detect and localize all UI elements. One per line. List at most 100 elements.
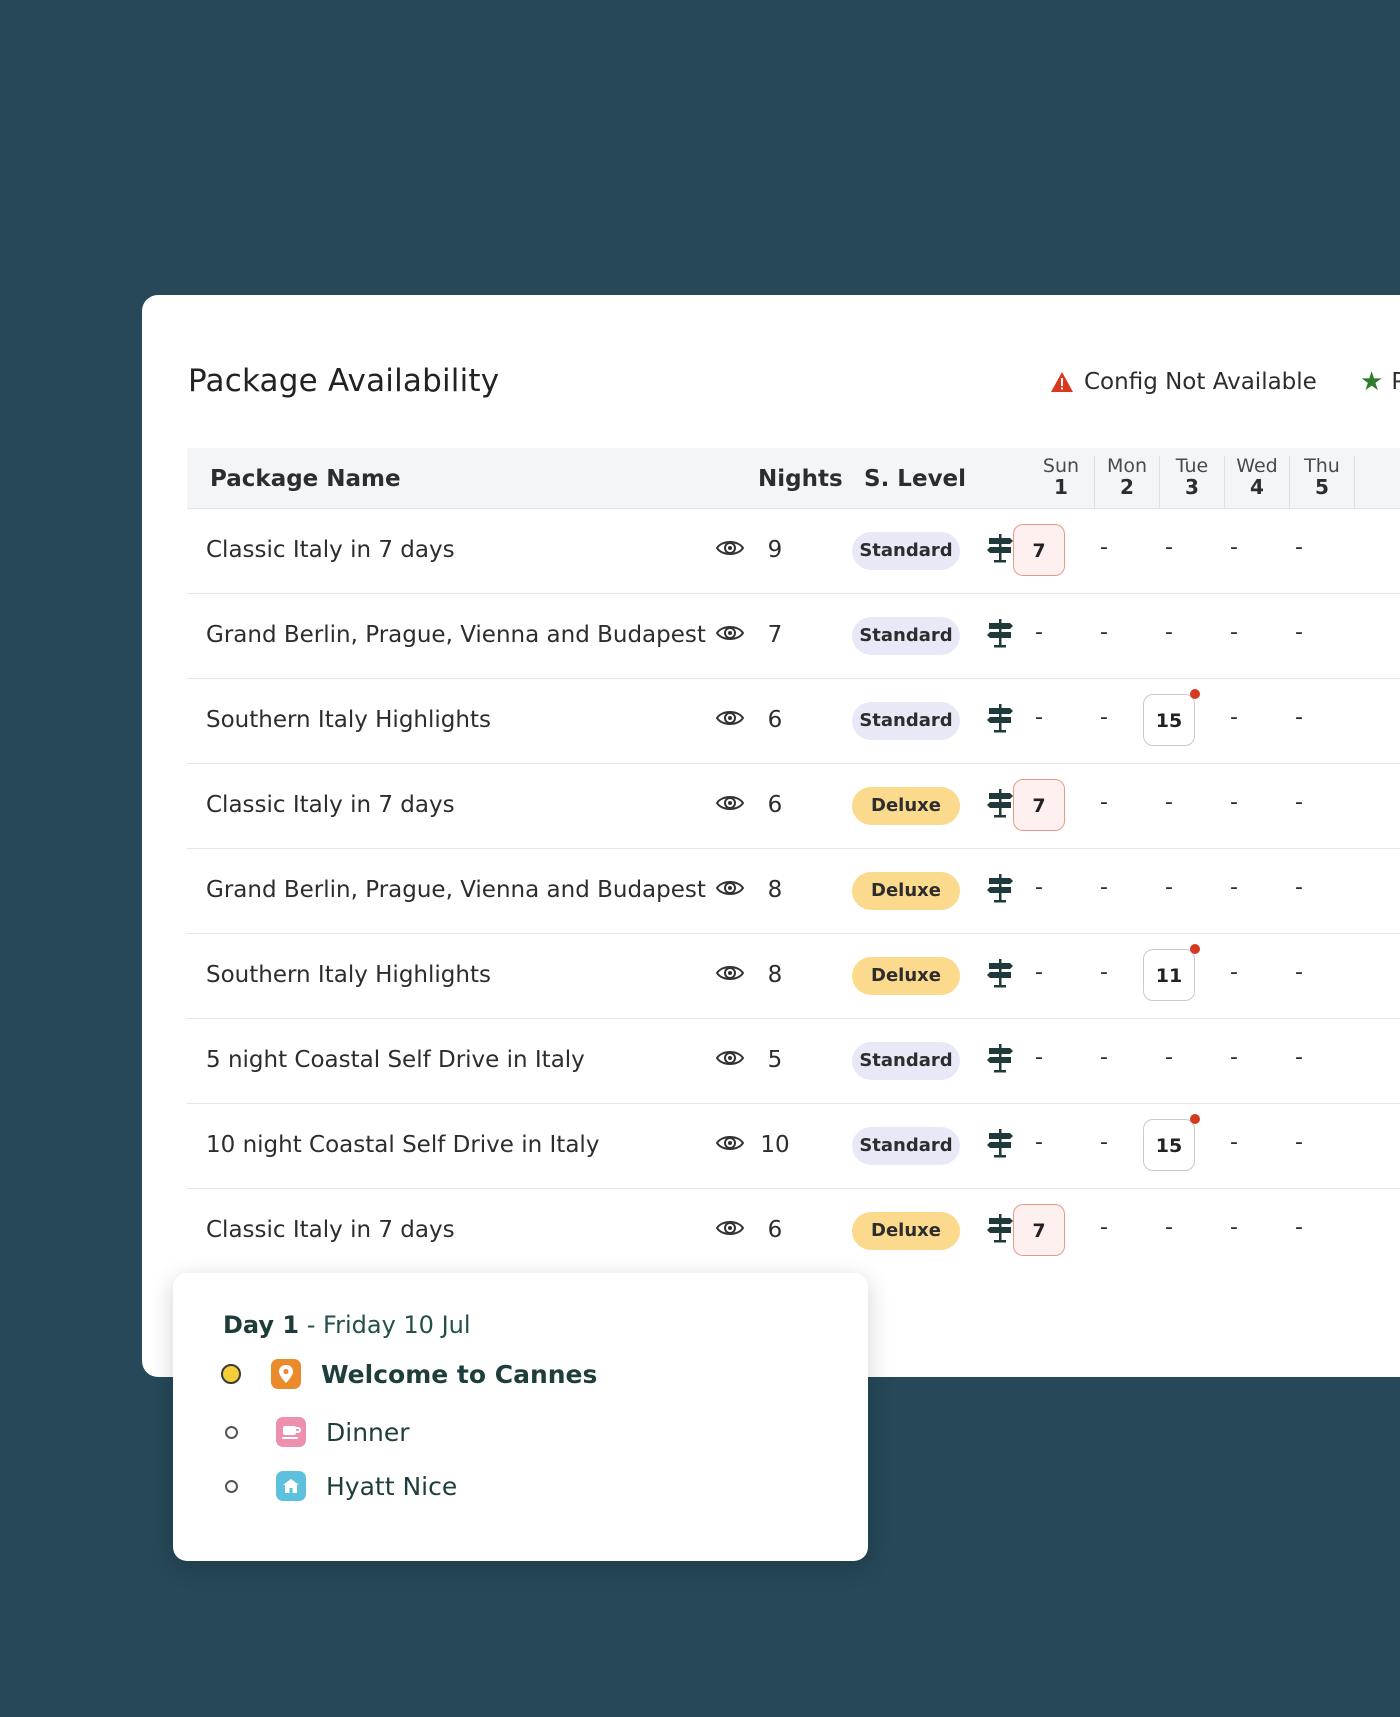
column-header-package-name[interactable]: Package Name	[210, 466, 401, 492]
availability-empty: -	[1230, 875, 1238, 900]
cup-icon	[276, 1417, 306, 1447]
availability-count[interactable]: 7	[1013, 524, 1065, 576]
column-header-service-level[interactable]: S. Level	[864, 466, 967, 492]
legend-star: ★ P	[1360, 367, 1400, 397]
package-name[interactable]: Southern Italy Highlights	[206, 707, 491, 733]
availability-count-value: 15	[1155, 710, 1183, 732]
package-name[interactable]: Southern Italy Highlights	[206, 962, 491, 988]
signpost-icon[interactable]	[986, 958, 1014, 988]
availability-empty: -	[1230, 1130, 1238, 1155]
itinerary-item-label: Dinner	[326, 1417, 410, 1447]
legend-star-label: P	[1391, 369, 1400, 395]
column-header-nights[interactable]: Nights	[758, 466, 843, 492]
availability-empty: -	[1100, 705, 1108, 730]
signpost-icon[interactable]	[986, 788, 1014, 818]
signpost-icon[interactable]	[986, 873, 1014, 903]
availability-empty: -	[1295, 535, 1303, 560]
package-name[interactable]: 5 night Coastal Self Drive in Italy	[206, 1047, 585, 1073]
availability-count-value: 7	[1032, 795, 1046, 817]
availability-count-value: 7	[1032, 540, 1046, 562]
day-column-header: Thu 5	[1289, 456, 1354, 508]
table-row[interactable]: Southern Italy Highlights 6 Standard - - 15 - -	[187, 679, 1400, 764]
day-number: 4	[1250, 475, 1264, 499]
service-level-badge: Deluxe	[852, 872, 960, 910]
availability-empty: -	[1165, 875, 1173, 900]
view-eye-icon[interactable]	[715, 962, 745, 984]
view-eye-icon[interactable]	[715, 792, 745, 814]
table-row[interactable]: Grand Berlin, Prague, Vienna and Budapes…	[187, 849, 1400, 934]
availability-empty: -	[1295, 960, 1303, 985]
signpost-icon[interactable]	[986, 1128, 1014, 1158]
availability-count[interactable]: 15	[1143, 689, 1200, 746]
day-column-header: Wed 4	[1224, 456, 1289, 508]
notification-dot	[1190, 689, 1200, 699]
legend-warning-label: Config Not Available	[1084, 369, 1317, 395]
availability-count[interactable]: 7	[1013, 1204, 1065, 1256]
signpost-icon[interactable]	[986, 618, 1014, 648]
availability-empty: -	[1295, 875, 1303, 900]
availability-empty: -	[1100, 875, 1108, 900]
view-eye-icon[interactable]	[715, 1132, 745, 1154]
signpost-icon[interactable]	[986, 1043, 1014, 1073]
location-pin-icon	[271, 1359, 301, 1389]
popup-day-heading: Day 1 - Friday 10 Jul	[223, 1311, 471, 1339]
itinerary-item-label: Hyatt Nice	[326, 1471, 458, 1501]
view-eye-icon[interactable]	[715, 622, 745, 644]
availability-empty: -	[1165, 1045, 1173, 1070]
service-level-badge: Deluxe	[852, 957, 960, 995]
view-eye-icon[interactable]	[715, 877, 745, 899]
nights-value: 6	[767, 792, 783, 818]
view-eye-icon[interactable]	[715, 1047, 745, 1069]
availability-empty: -	[1230, 960, 1238, 985]
table-row[interactable]: 5 night Coastal Self Drive in Italy 5 Stan…	[187, 1019, 1400, 1104]
view-eye-icon[interactable]	[715, 707, 745, 729]
day-of-week: Mon	[1106, 455, 1148, 477]
table-row[interactable]: Grand Berlin, Prague, Vienna and Budapes…	[187, 594, 1400, 679]
nights-value: 8	[767, 877, 783, 903]
signpost-icon[interactable]	[986, 533, 1014, 563]
table-header: Package Name Nights S. Level Sun 1 Mon 2 Tue…	[187, 448, 1400, 509]
availability-count[interactable]: 11	[1143, 944, 1200, 1001]
table-row[interactable]: Southern Italy Highlights 8 Deluxe - - 11 - -	[187, 934, 1400, 1019]
availability-empty: -	[1230, 1045, 1238, 1070]
signpost-icon[interactable]	[986, 703, 1014, 733]
day-of-week: Thu	[1304, 455, 1340, 477]
availability-empty: -	[1230, 705, 1238, 730]
package-name[interactable]: Classic Italy in 7 days	[206, 537, 455, 563]
itinerary-item-hotel[interactable]: Hyatt Nice	[221, 1471, 457, 1501]
day-of-week: Wed	[1236, 455, 1278, 477]
package-name[interactable]: Grand Berlin, Prague, Vienna and Budapes…	[206, 622, 706, 648]
day-itinerary-popup: Day 1 - Friday 10 Jul Welcome to Cannes …	[173, 1273, 868, 1561]
package-name[interactable]: Grand Berlin, Prague, Vienna and Budapes…	[206, 877, 706, 903]
view-eye-icon[interactable]	[715, 537, 745, 559]
service-level-badge: Standard	[852, 1042, 960, 1080]
itinerary-item-label: Welcome to Cannes	[321, 1359, 598, 1389]
availability-empty: -	[1100, 535, 1108, 560]
availability-empty: -	[1165, 790, 1173, 815]
service-level-badge: Deluxe	[852, 1212, 960, 1250]
view-eye-icon[interactable]	[715, 1217, 745, 1239]
nights-value: 8	[767, 962, 783, 988]
popup-day-label: Day 1	[223, 1311, 300, 1339]
signpost-icon[interactable]	[986, 1213, 1014, 1243]
availability-empty: -	[1165, 535, 1173, 560]
package-name[interactable]: 10 night Coastal Self Drive in Italy	[206, 1132, 600, 1158]
day-of-week: Sun	[1042, 455, 1080, 477]
availability-count[interactable]: 15	[1143, 1114, 1200, 1171]
itinerary-item-dinner[interactable]: Dinner	[221, 1417, 410, 1447]
availability-empty: -	[1165, 1215, 1173, 1240]
warning-icon	[1051, 372, 1073, 392]
day-column-divider	[1354, 456, 1395, 508]
package-name[interactable]: Classic Italy in 7 days	[206, 792, 455, 818]
star-icon: ★	[1360, 367, 1384, 397]
availability-empty: -	[1100, 790, 1108, 815]
package-availability-card: Package Availability Config Not Availabl…	[142, 295, 1400, 1377]
itinerary-item-welcome[interactable]: Welcome to Cannes	[221, 1359, 597, 1389]
nights-value: 6	[767, 1217, 783, 1243]
availability-count[interactable]: 7	[1013, 779, 1065, 831]
table-row[interactable]: 10 night Coastal Self Drive in Italy 10 St…	[187, 1104, 1400, 1189]
package-name[interactable]: Classic Italy in 7 days	[206, 1217, 455, 1243]
